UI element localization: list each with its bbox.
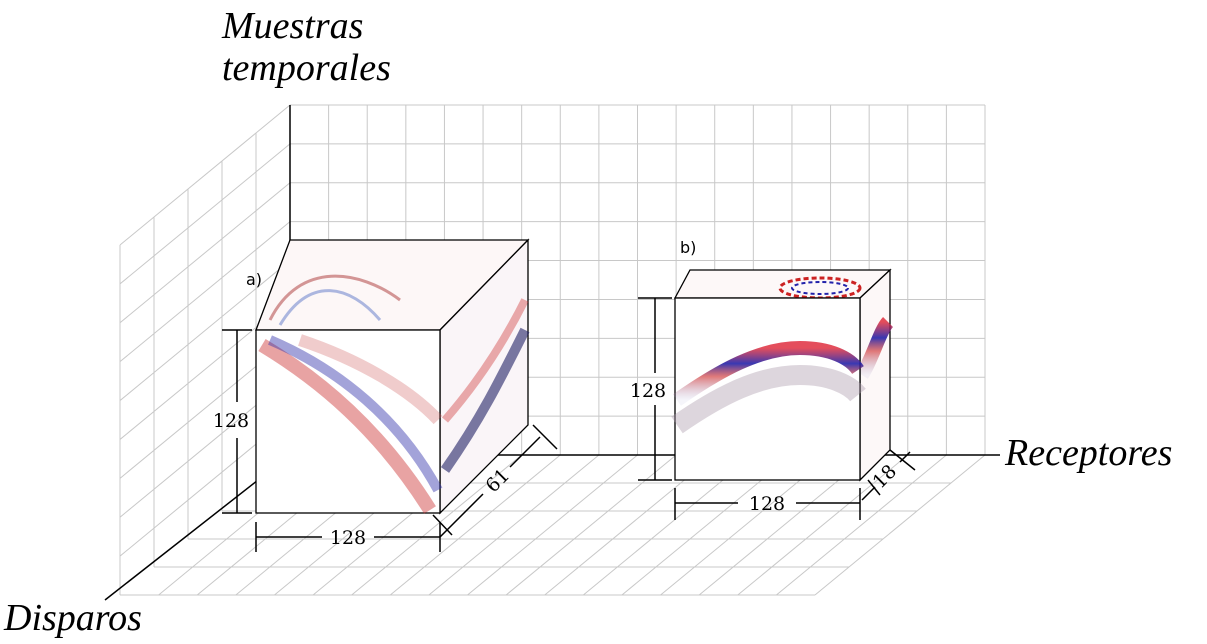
depth-label: 61 bbox=[481, 464, 514, 497]
width-label: 128 bbox=[749, 493, 785, 515]
axis-label: temporales bbox=[222, 47, 391, 89]
panel-label: b) bbox=[680, 238, 696, 257]
height-label: 128 bbox=[213, 410, 249, 432]
cube-a bbox=[256, 240, 528, 513]
diagram: 128 128 61 128 128 18 a) b) Muestras tem… bbox=[0, 0, 1207, 644]
height-label: 128 bbox=[630, 380, 666, 402]
cube-b bbox=[675, 270, 890, 480]
axis-label: Muestras bbox=[221, 5, 363, 47]
width-label: 128 bbox=[330, 527, 366, 549]
axis-label: Receptores bbox=[1004, 432, 1172, 474]
grid-line bbox=[120, 183, 290, 323]
grid-line bbox=[120, 105, 290, 245]
panel-label: a) bbox=[246, 270, 262, 289]
grid-line bbox=[506, 455, 676, 595]
grid-line bbox=[120, 144, 290, 284]
axis-label: Disparos bbox=[3, 597, 142, 639]
